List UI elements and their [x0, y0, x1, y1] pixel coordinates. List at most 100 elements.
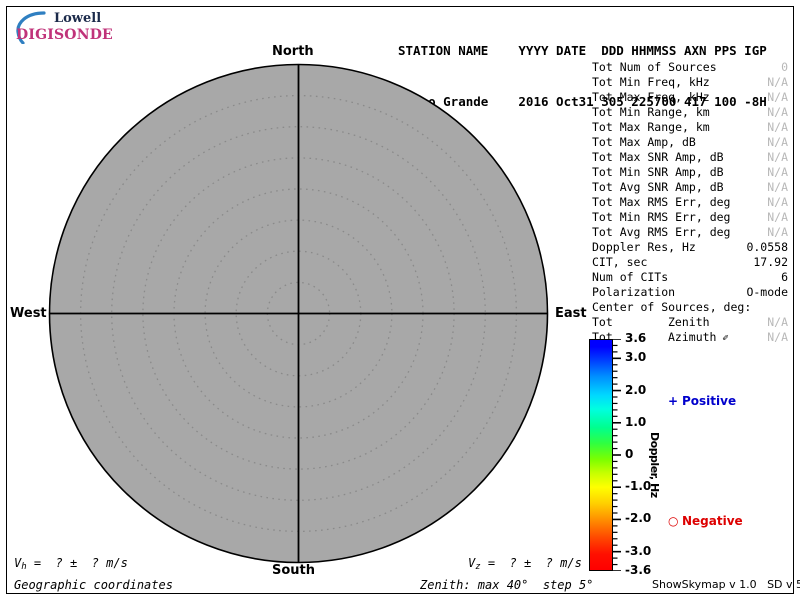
colorbar-tick-label: -3.0 [625, 543, 652, 558]
lowell-digisonde-logo: Lowell DIGISONDE [14, 8, 124, 46]
colorbar-tick-label: 0 [625, 447, 634, 461]
center-angle-label: Azimuth ✐ [668, 330, 729, 344]
stat-label: Tot Min SNR Amp, dB [592, 165, 724, 179]
stat-value: 6 [781, 270, 788, 284]
logo-text-lowell: Lowell [54, 11, 102, 26]
statistics-panel: Tot Num of Sources 0 Tot Min Freq, kHz N/A T… [592, 60, 788, 345]
center-of-sources-header: Center of Sources, deg: [592, 300, 752, 314]
plot-frame-border [6, 6, 794, 594]
stat-row: CIT, sec 17.92 [592, 255, 788, 270]
logo-arc-icon [16, 11, 46, 44]
stat-value: N/A [767, 225, 788, 239]
stat-row: Tot Min RMS Err, deg N/A [592, 210, 788, 225]
colorbar-tick-label: -2.0 [625, 511, 652, 526]
zenith-scale-label: Zenith: max 40° step 5° [420, 578, 594, 592]
stat-label: Tot Max Freq, kHz [592, 90, 710, 104]
coordinate-system-label: Geographic coordinates [14, 578, 173, 592]
stat-row: Tot Num of Sources 0 [592, 60, 788, 75]
vz-symbol: V [468, 556, 476, 570]
stat-label: Tot Min Freq, kHz [592, 75, 710, 89]
stat-label: Tot Min RMS Err, deg [592, 210, 731, 224]
stat-label: Tot Min Range, km [592, 105, 710, 119]
stat-value: 0 [781, 60, 788, 74]
stat-label: Doppler Res, Hz [592, 240, 696, 254]
colorbar-tick-label: 3.6 [625, 331, 647, 345]
stat-row: Tot Max Freq, kHz N/A [592, 90, 788, 105]
colorbar-tick-marks [613, 339, 621, 571]
stat-row: Tot Min Range, km N/A [592, 105, 788, 120]
stat-label: Polarization [592, 285, 676, 299]
stat-row: Tot Max SNR Amp, dB N/A [592, 150, 788, 165]
stat-row: Tot Max Amp, dB N/A [592, 135, 788, 150]
vz-subscript: z [475, 562, 481, 572]
stat-label: Tot Avg SNR Amp, dB [592, 180, 724, 194]
legend-positive-entry: + Positive [668, 394, 736, 408]
stat-row: Tot Min SNR Amp, dB N/A [592, 165, 788, 180]
skymap-polar-plot[interactable] [48, 63, 549, 564]
stat-value: N/A [767, 195, 788, 209]
compass-label-east: East [555, 306, 587, 321]
colorbar-tick-label: 2.0 [625, 382, 647, 397]
stat-label: Tot Max SNR Amp, dB [592, 150, 724, 164]
stat-value: N/A [767, 75, 788, 89]
vh-symbol: V [14, 556, 22, 570]
stat-value: O-mode [746, 285, 788, 299]
header-labels-row: STATION NAME YYYY DATE DDD HHMMSS AXN PP… [398, 43, 767, 58]
stat-value: N/A [767, 90, 788, 104]
stat-row: Tot Avg SNR Amp, dB N/A [592, 180, 788, 195]
legend-negative-entry: ○ Negative [668, 514, 743, 528]
colorbar-tick-label: 3.0 [625, 350, 647, 365]
stat-value: N/A [767, 105, 788, 119]
vz-value: = ? ± ? m/s [480, 556, 582, 570]
stat-row: Doppler Res, Hz 0.0558 [592, 240, 788, 255]
version-label: ShowSkymap v 1.0 SD v 5.1 [652, 578, 800, 591]
azimuth-arrow-icon: ✐ [716, 333, 729, 344]
stat-row: Tot Max RMS Err, deg N/A [592, 195, 788, 210]
logo-text-digisonde: DIGISONDE [16, 27, 113, 43]
colorbar-tick-label: -1.0 [625, 479, 652, 494]
colorbar-axis-title: Doppler, Hz [648, 432, 661, 498]
stat-row: Tot Max Range, km N/A [592, 120, 788, 135]
stat-label: CIT, sec [592, 255, 648, 269]
stat-row: Tot Min Freq, kHz N/A [592, 75, 788, 90]
colorbar-tick-labels: 3.6 3.0 2.0 1.0 0 -1.0 -2.0 -3.0 -3.6 [625, 331, 665, 579]
stat-value: N/A [767, 210, 788, 224]
stat-label: Tot Max Amp, dB [592, 135, 696, 149]
stat-value: N/A [767, 180, 788, 194]
stat-row: Num of CITs 6 [592, 270, 788, 285]
stat-value: N/A [767, 165, 788, 179]
stat-row: Polarization O-mode [592, 285, 788, 300]
vh-subscript: h [21, 562, 27, 572]
horizontal-velocity-readout: Vh = ? ± ? m/s [14, 556, 128, 572]
colorbar-gradient [589, 339, 613, 571]
legend-negative-symbol-icon: ○ [668, 514, 679, 528]
colorbar-tick-label: 1.0 [625, 414, 647, 429]
stat-value: 0.0558 [746, 240, 788, 254]
legend-positive-label: Positive [682, 394, 737, 408]
legend-negative-label: Negative [682, 514, 743, 528]
doppler-colorbar: 3.6 3.0 2.0 1.0 0 -1.0 -2.0 -3.0 -3.6 [589, 331, 651, 577]
stat-label: Tot Max RMS Err, deg [592, 195, 731, 209]
stat-row: Tot Avg RMS Err, deg N/A [592, 225, 788, 240]
stat-label: Tot Avg RMS Err, deg [592, 225, 731, 239]
stat-label: Tot Num of Sources [592, 60, 717, 74]
stat-value: N/A [767, 150, 788, 164]
stat-value: N/A [767, 135, 788, 149]
stat-value: 17.92 [753, 255, 788, 269]
center-scope-label: Tot [592, 315, 613, 329]
vh-value: = ? ± ? m/s [26, 556, 128, 570]
colorbar-tick-label: -3.6 [625, 563, 652, 577]
compass-label-west: West [10, 306, 47, 321]
center-of-sources-row: Tot Zenith N/A [592, 315, 788, 330]
compass-label-north: North [272, 44, 314, 59]
center-angle-value: N/A [767, 330, 788, 344]
center-angle-label: Zenith [668, 315, 710, 329]
vertical-velocity-readout: Vz = ? ± ? m/s [468, 556, 582, 572]
center-angle-value: N/A [767, 315, 788, 329]
legend-positive-symbol-icon: + [668, 394, 679, 408]
compass-label-south: South [272, 563, 316, 578]
stat-label: Num of CITs [592, 270, 669, 284]
stat-label: Tot Max Range, km [592, 120, 710, 134]
stat-value: N/A [767, 120, 788, 134]
